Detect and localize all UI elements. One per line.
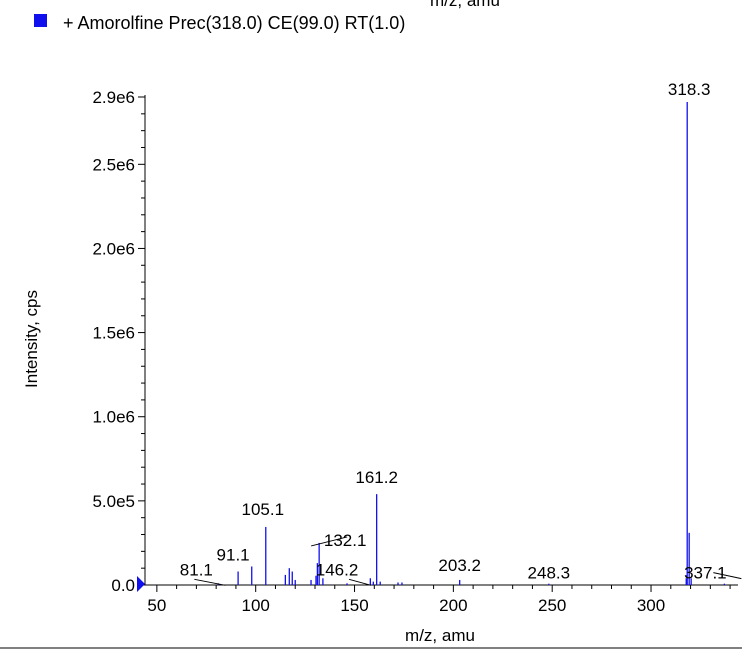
x-axis-label: m/z, amu <box>405 626 475 645</box>
peak-label: 91.1 <box>217 546 250 565</box>
peak-label: 318.3 <box>668 80 711 99</box>
peak-label-leader <box>194 578 226 586</box>
y-tick-label: 2.9e6 <box>92 88 135 107</box>
origin-marker <box>137 576 145 592</box>
peak-label: 132.1 <box>324 531 367 550</box>
peak-label: 161.2 <box>355 468 398 487</box>
peak-label: 81.1 <box>180 560 213 579</box>
y-axis-label: Intensity, cps <box>22 290 41 388</box>
legend: + Amorolfine Prec(318.0) CE(99.0) RT(1.0… <box>34 12 405 34</box>
y-tick-label: 5.0e5 <box>92 492 135 511</box>
y-tick-label: 1.0e6 <box>92 408 135 427</box>
peak-label: 248.3 <box>528 564 571 583</box>
x-tick-label: 300 <box>637 596 665 615</box>
y-tick-label: 0.0 <box>111 576 135 595</box>
clipped-top-axis-label: m/z, amu <box>0 0 742 10</box>
legend-swatch <box>34 13 47 27</box>
y-tick-label: 2.0e6 <box>92 239 135 258</box>
peak-label-leader <box>713 572 742 580</box>
peak-label: 203.2 <box>438 556 481 575</box>
clipped-top-axis-label-text: m/z, amu <box>430 0 500 10</box>
y-tick-label: 1.5e6 <box>92 324 135 343</box>
x-tick-label: 150 <box>340 596 368 615</box>
x-tick-label: 250 <box>538 596 566 615</box>
x-tick-label: 200 <box>439 596 467 615</box>
x-tick-label: 50 <box>147 596 166 615</box>
peak-label: 337.1 <box>684 564 727 583</box>
peak-label-leader <box>348 578 372 586</box>
legend-label: + Amorolfine Prec(318.0) CE(99.0) RT(1.0… <box>63 12 406 33</box>
peak-label: 105.1 <box>242 500 285 519</box>
peak-label: 146.2 <box>316 560 359 579</box>
plot-area: 0.0 5.0e5 1.0e6 1.5e6 2.0e6 2.5e6 2.9e6 50 100 15… <box>0 80 742 649</box>
y-tick-label: 2.5e6 <box>92 155 135 174</box>
peak-label-leader <box>311 536 348 547</box>
x-tick-label: 100 <box>242 596 270 615</box>
